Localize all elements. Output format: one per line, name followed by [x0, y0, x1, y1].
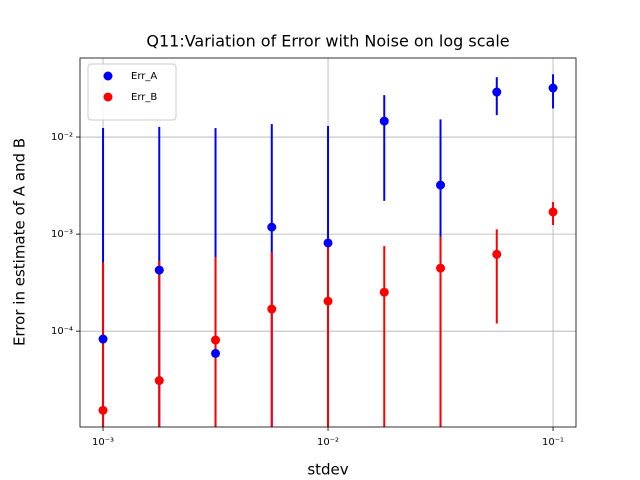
y-tick-label: 10⁻² [51, 132, 73, 143]
axes: 10⁻³ 10⁻² 10⁻¹ 10⁻⁴ 10⁻³ 10⁻² [51, 132, 564, 448]
data-point [492, 87, 502, 97]
x-tick-label: 10⁻³ [92, 437, 114, 448]
plot-area [98, 74, 558, 427]
x-tick-label: 10⁻¹ [542, 437, 564, 448]
data-point [379, 287, 389, 297]
data-point [436, 180, 446, 190]
data-point [548, 83, 558, 93]
data-point [323, 296, 333, 306]
x-axis-label: stdev [307, 461, 348, 479]
y-tick-label: 10⁻⁴ [51, 326, 73, 337]
x-tick-label: 10⁻² [317, 437, 339, 448]
chart-title: Q11:Variation of Error with Noise on log… [146, 32, 509, 51]
legend-swatch [103, 92, 113, 102]
legend-swatch [103, 71, 113, 81]
legend: Err_A Err_B [87, 63, 177, 121]
legend-label: Err_A [131, 71, 157, 82]
legend-label: Err_B [131, 92, 157, 103]
data-point [98, 334, 108, 344]
data-point [323, 238, 333, 248]
data-point [211, 348, 221, 358]
y-tick-label: 10⁻³ [51, 229, 73, 240]
data-point [379, 116, 389, 126]
y-axis-label: Error in estimate of A and B [11, 138, 29, 346]
data-point [436, 263, 446, 273]
data-point [154, 376, 164, 386]
data-point [548, 207, 558, 217]
data-point [267, 304, 277, 314]
data-point [154, 265, 164, 275]
data-point [267, 222, 277, 232]
data-point [98, 405, 108, 415]
data-point [211, 335, 221, 345]
data-point [492, 249, 502, 259]
